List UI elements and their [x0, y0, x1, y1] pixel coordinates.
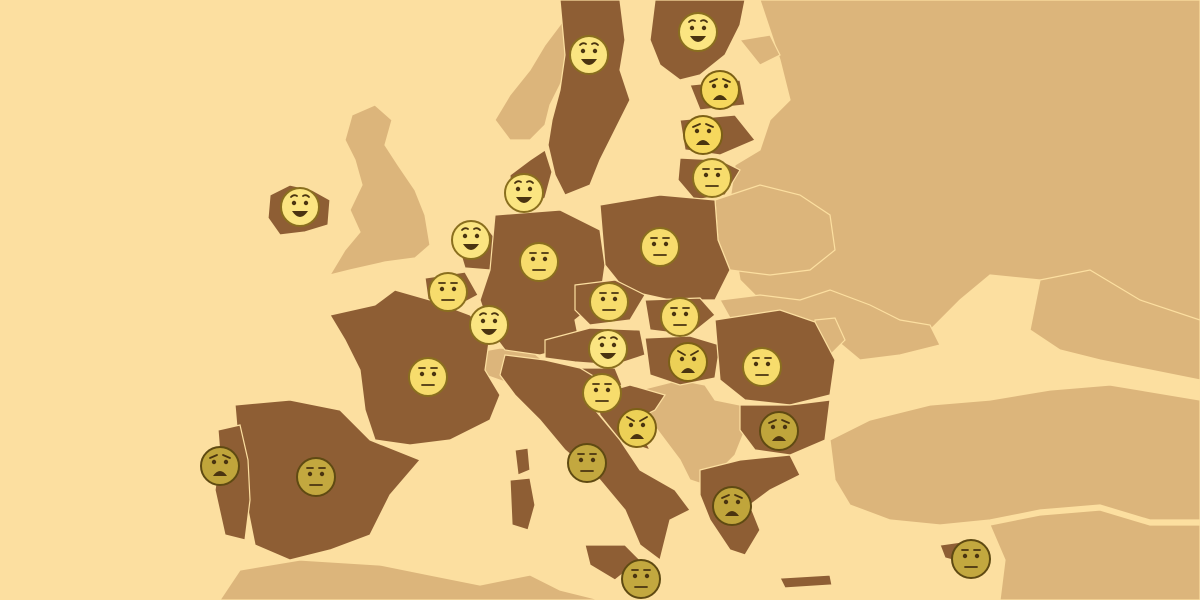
face-italy-icon: [567, 443, 607, 483]
balkans-nonmember: [639, 379, 746, 486]
face-slovenia-icon: [582, 373, 622, 413]
face-portugal-icon: [200, 446, 240, 486]
face-romania-icon: [742, 347, 782, 387]
iceland-edge: [738, 34, 781, 66]
face-luxembourg-icon: [469, 305, 509, 345]
face-lithuania-icon: [692, 158, 732, 198]
middle-east: [989, 509, 1200, 600]
face-latvia-icon: [683, 115, 723, 155]
face-estonia-icon: [700, 70, 740, 110]
face-austria-icon: [588, 329, 628, 369]
face-cyprus-icon: [951, 539, 991, 579]
face-belgium-icon: [428, 272, 468, 312]
face-finland-icon: [678, 12, 718, 52]
face-netherlands-icon: [451, 220, 491, 260]
north-africa: [219, 559, 601, 600]
face-france-icon: [408, 357, 448, 397]
uk: [328, 104, 431, 276]
face-croatia-icon: [617, 408, 657, 448]
face-sweden-icon: [569, 35, 609, 75]
face-denmark-icon: [504, 173, 544, 213]
caucasus: [1029, 269, 1200, 381]
face-ireland-icon: [280, 187, 320, 227]
crete: [779, 574, 833, 589]
face-bulgaria-icon: [759, 411, 799, 451]
mood-faces: [200, 12, 991, 599]
face-slovakia-icon: [660, 297, 700, 337]
corsica: [514, 447, 531, 476]
sweden: [547, 0, 631, 196]
sardinia: [509, 477, 536, 531]
face-greece-icon: [712, 486, 752, 526]
face-hungary-icon: [668, 342, 708, 382]
face-malta-icon: [621, 559, 661, 599]
face-germany-icon: [519, 242, 559, 282]
face-spain-icon: [296, 457, 336, 497]
face-czechia-icon: [589, 282, 629, 322]
turkey: [829, 384, 1200, 526]
non-member-land: [219, 0, 1200, 600]
face-poland-icon: [640, 227, 680, 267]
